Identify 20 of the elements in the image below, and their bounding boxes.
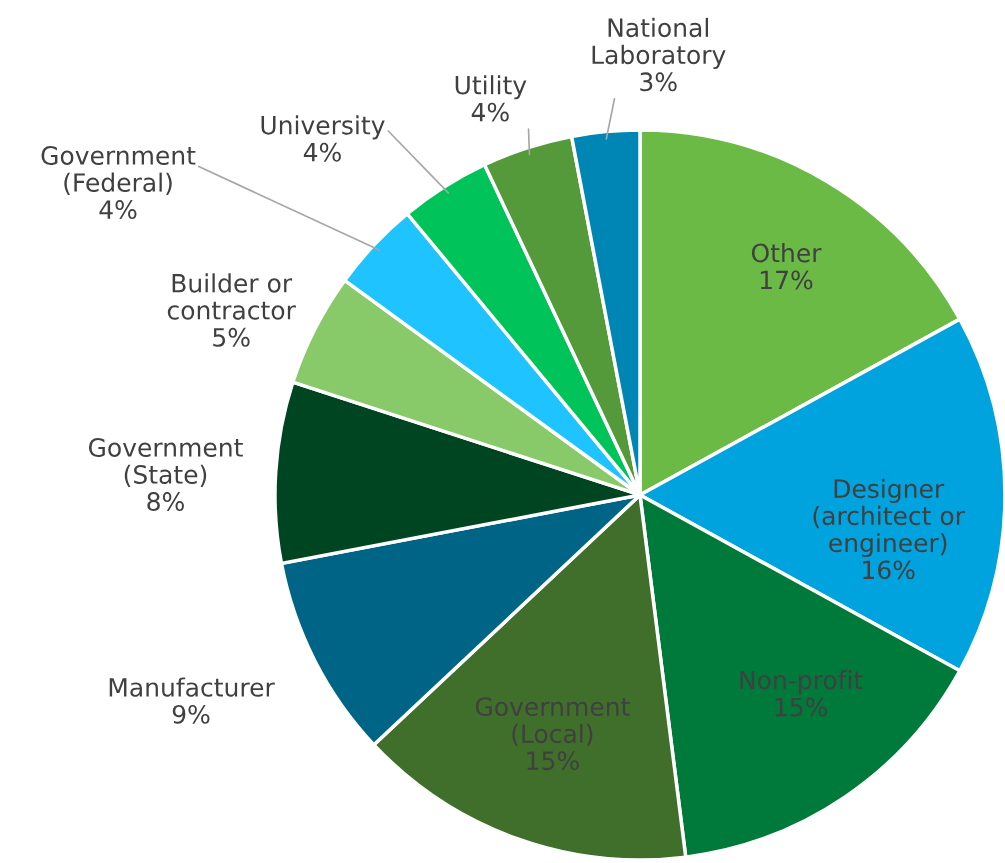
data-label: 16% [863, 560, 915, 580]
data-label: 9% [172, 704, 210, 724]
slice-label: University [261, 115, 385, 140]
data-label: 15% [775, 697, 827, 717]
data-label: 5% [213, 327, 250, 347]
data-label: 4% [471, 102, 509, 122]
slice-label: Manufacturer [109, 677, 275, 697]
slice-label: Government (State) [88, 438, 243, 487]
slice-label: Builder or contractor [167, 273, 296, 320]
slice-label: Designer (architect or engineer) [813, 478, 965, 558]
slice-label: Government (Federal) [41, 146, 196, 195]
slice-label: Utility [455, 75, 527, 100]
data-label: 4% [303, 142, 341, 162]
data-label: 4% [99, 200, 137, 220]
data-label: 3% [640, 72, 677, 92]
slice-label: Non-profit [740, 670, 863, 695]
data-label: 17% [760, 270, 813, 290]
slice-label: National Laboratory [592, 17, 726, 70]
slice-label: Other [751, 243, 822, 263]
data-label: 8% [147, 492, 184, 512]
